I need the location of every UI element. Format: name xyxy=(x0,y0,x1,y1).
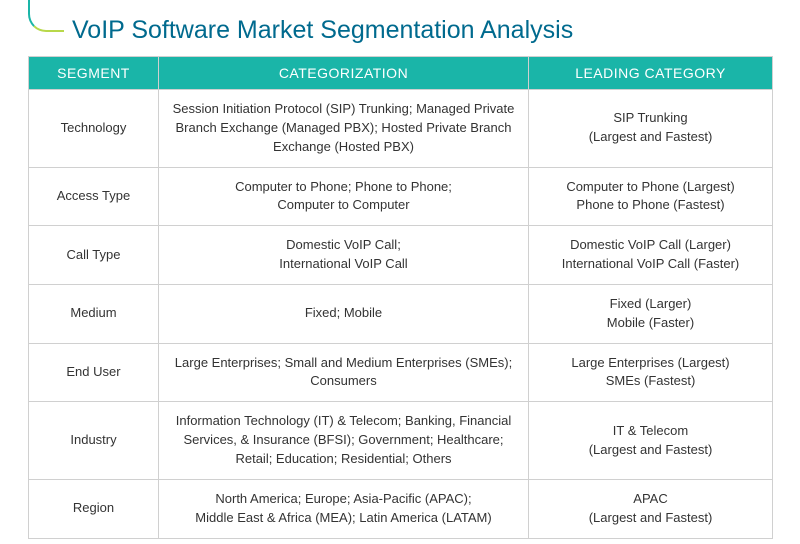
table-row: Region North America; Europe; Asia-Pacif… xyxy=(29,479,773,538)
col-header-leading: LEADING CATEGORY xyxy=(529,57,773,90)
cell-leading: Computer to Phone (Largest)Phone to Phon… xyxy=(529,167,773,226)
cell-categorization: Fixed; Mobile xyxy=(159,284,529,343)
cell-categorization: Computer to Phone; Phone to Phone;Comput… xyxy=(159,167,529,226)
cell-leading: Domestic VoIP Call (Larger)International… xyxy=(529,226,773,285)
table-row: Technology Session Initiation Protocol (… xyxy=(29,90,773,168)
cell-categorization: Domestic VoIP Call;International VoIP Ca… xyxy=(159,226,529,285)
col-header-segment: SEGMENT xyxy=(29,57,159,90)
cell-leading: IT & Telecom(Largest and Fastest) xyxy=(529,402,773,480)
cell-segment: Call Type xyxy=(29,226,159,285)
segmentation-table: SEGMENT CATEGORIZATION LEADING CATEGORY … xyxy=(28,56,773,539)
cell-categorization: Session Initiation Protocol (SIP) Trunki… xyxy=(159,90,529,168)
table-row: Medium Fixed; Mobile Fixed (Larger)Mobil… xyxy=(29,284,773,343)
corner-accent xyxy=(28,0,64,32)
cell-categorization: Information Technology (IT) & Telecom; B… xyxy=(159,402,529,480)
cell-leading: Fixed (Larger)Mobile (Faster) xyxy=(529,284,773,343)
table-header-row: SEGMENT CATEGORIZATION LEADING CATEGORY xyxy=(29,57,773,90)
cell-segment: Access Type xyxy=(29,167,159,226)
cell-leading: Large Enterprises (Largest)SMEs (Fastest… xyxy=(529,343,773,402)
table-row: Access Type Computer to Phone; Phone to … xyxy=(29,167,773,226)
cell-segment: Medium xyxy=(29,284,159,343)
page-title: VoIP Software Market Segmentation Analys… xyxy=(72,16,573,45)
table-row: Industry Information Technology (IT) & T… xyxy=(29,402,773,480)
cell-leading: SIP Trunking(Largest and Fastest) xyxy=(529,90,773,168)
table-row: Call Type Domestic VoIP Call;Internation… xyxy=(29,226,773,285)
cell-segment: End User xyxy=(29,343,159,402)
table-body: Technology Session Initiation Protocol (… xyxy=(29,90,773,539)
cell-segment: Industry xyxy=(29,402,159,480)
cell-categorization: North America; Europe; Asia-Pacific (APA… xyxy=(159,479,529,538)
col-header-categorization: CATEGORIZATION xyxy=(159,57,529,90)
cell-leading: APAC(Largest and Fastest) xyxy=(529,479,773,538)
table-row: End User Large Enterprises; Small and Me… xyxy=(29,343,773,402)
cell-segment: Technology xyxy=(29,90,159,168)
cell-segment: Region xyxy=(29,479,159,538)
cell-categorization: Large Enterprises; Small and Medium Ente… xyxy=(159,343,529,402)
